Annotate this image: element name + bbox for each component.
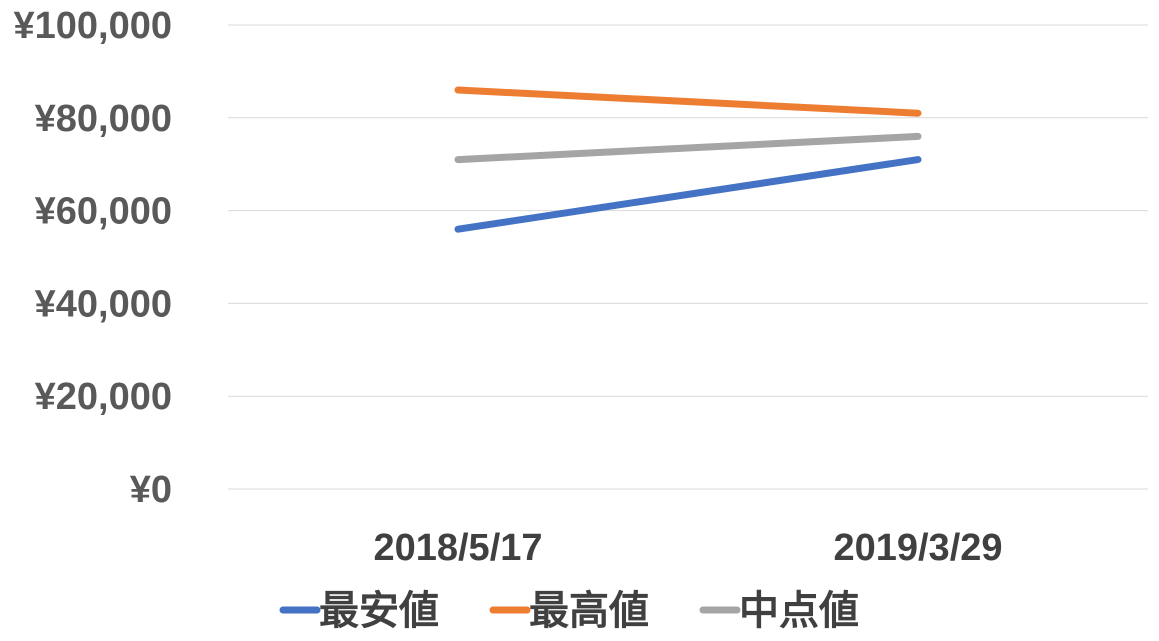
x-axis-tick-labels: 2018/5/17 2019/3/29 bbox=[373, 527, 1002, 569]
legend-item-1: 最安値 bbox=[279, 589, 439, 633]
y-tick-label: ¥0 bbox=[130, 469, 172, 511]
series-line-1 bbox=[454, 156, 922, 233]
series-line-2 bbox=[454, 86, 922, 117]
y-axis-tick-labels: ¥0 ¥20,000 ¥40,000 ¥60,000 ¥80,000 ¥100,000 bbox=[14, 5, 173, 511]
legend: 最安値 最高値 中点値 bbox=[279, 589, 859, 633]
x-tick-label: 2018/5/17 bbox=[373, 527, 542, 569]
y-tick-label: ¥60,000 bbox=[35, 191, 172, 233]
series-line-3 bbox=[454, 132, 922, 164]
y-tick-label: ¥80,000 bbox=[35, 98, 172, 140]
series-lines bbox=[454, 86, 922, 233]
legend-item-2: 最高値 bbox=[489, 589, 649, 633]
legend-label: 中点値 bbox=[739, 589, 859, 633]
y-tick-label: ¥20,000 bbox=[35, 376, 172, 418]
gridlines bbox=[228, 24, 1148, 490]
legend-item-3: 中点値 bbox=[699, 589, 859, 633]
y-tick-label: ¥40,000 bbox=[35, 283, 172, 325]
legend-label: 最安値 bbox=[319, 589, 439, 633]
x-tick-label: 2019/3/29 bbox=[833, 527, 1002, 569]
legend-label: 最高値 bbox=[529, 589, 649, 633]
y-tick-label: ¥100,000 bbox=[14, 5, 173, 47]
